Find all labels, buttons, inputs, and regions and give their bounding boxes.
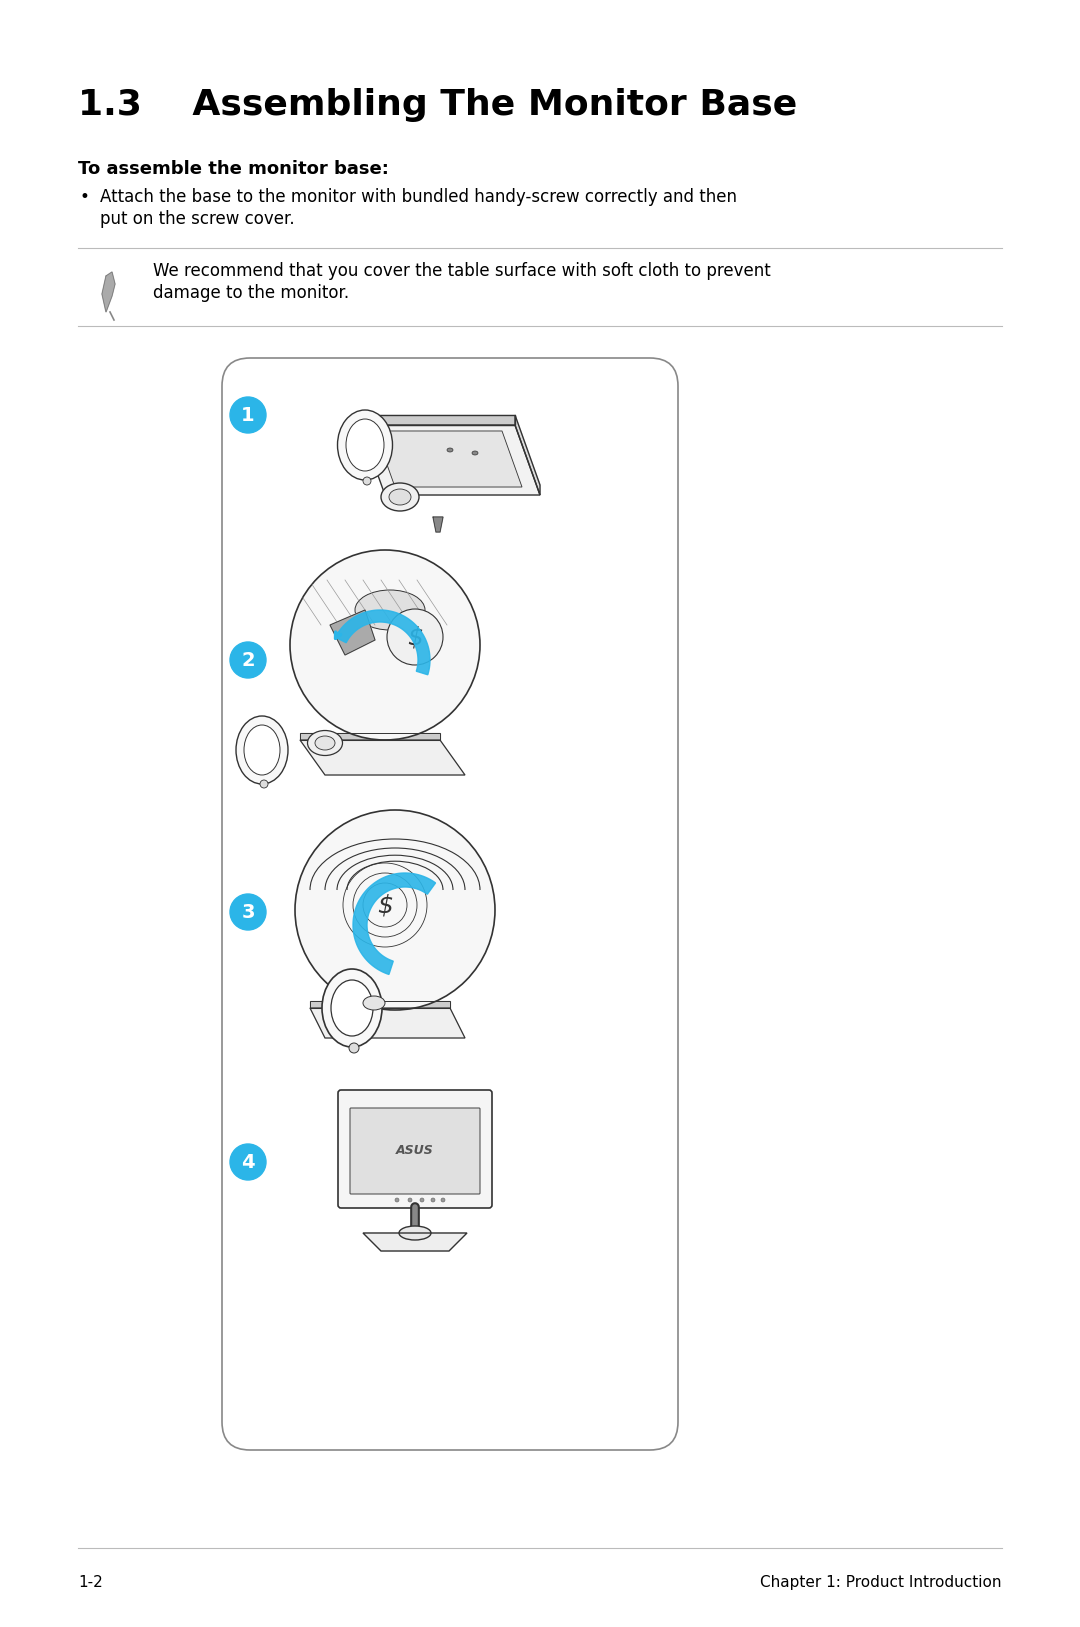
Text: 4: 4 xyxy=(241,1152,255,1171)
FancyBboxPatch shape xyxy=(350,1108,480,1194)
Circle shape xyxy=(420,1197,424,1202)
Ellipse shape xyxy=(244,726,280,774)
Polygon shape xyxy=(360,415,515,425)
Circle shape xyxy=(260,779,268,787)
Text: Chapter 1: Product Introduction: Chapter 1: Product Introduction xyxy=(760,1575,1002,1590)
Ellipse shape xyxy=(389,490,411,504)
Circle shape xyxy=(395,1197,399,1202)
Circle shape xyxy=(230,893,266,931)
Text: 1-2: 1-2 xyxy=(78,1575,103,1590)
Polygon shape xyxy=(515,415,540,495)
Text: ASUS: ASUS xyxy=(396,1144,434,1157)
Text: $: $ xyxy=(407,625,423,649)
Ellipse shape xyxy=(337,410,392,480)
Text: 1: 1 xyxy=(241,405,255,425)
Polygon shape xyxy=(375,431,522,486)
Ellipse shape xyxy=(381,483,419,511)
Circle shape xyxy=(230,397,266,433)
Polygon shape xyxy=(336,610,430,675)
Circle shape xyxy=(431,1197,435,1202)
Circle shape xyxy=(387,608,443,665)
Ellipse shape xyxy=(363,996,384,1010)
Circle shape xyxy=(291,550,480,740)
Ellipse shape xyxy=(355,591,426,630)
Ellipse shape xyxy=(322,970,382,1048)
Ellipse shape xyxy=(399,1227,431,1240)
Ellipse shape xyxy=(447,447,453,452)
Circle shape xyxy=(441,1197,445,1202)
Ellipse shape xyxy=(346,420,384,470)
Ellipse shape xyxy=(315,735,335,750)
Polygon shape xyxy=(353,1002,390,1035)
Polygon shape xyxy=(330,610,375,656)
Text: To assemble the monitor base:: To assemble the monitor base: xyxy=(78,159,389,177)
Circle shape xyxy=(230,643,266,678)
Circle shape xyxy=(349,1043,359,1053)
Ellipse shape xyxy=(330,979,373,1036)
Text: 1.3    Assembling The Monitor Base: 1.3 Assembling The Monitor Base xyxy=(78,88,797,122)
Text: damage to the monitor.: damage to the monitor. xyxy=(153,285,349,303)
Ellipse shape xyxy=(308,731,342,755)
Polygon shape xyxy=(433,517,443,532)
FancyBboxPatch shape xyxy=(222,358,678,1450)
Polygon shape xyxy=(360,425,540,495)
Circle shape xyxy=(408,1197,411,1202)
Polygon shape xyxy=(363,1233,467,1251)
Text: Attach the base to the monitor with bundled handy-screw correctly and then: Attach the base to the monitor with bund… xyxy=(100,189,737,207)
Text: 2: 2 xyxy=(241,651,255,669)
Text: put on the screw cover.: put on the screw cover. xyxy=(100,210,295,228)
Circle shape xyxy=(230,1144,266,1180)
Ellipse shape xyxy=(472,451,478,456)
Circle shape xyxy=(363,477,372,485)
Text: We recommend that you cover the table surface with soft cloth to prevent: We recommend that you cover the table su… xyxy=(153,262,771,280)
Text: $: $ xyxy=(377,893,393,918)
Polygon shape xyxy=(102,272,114,312)
Polygon shape xyxy=(353,874,435,975)
Text: •: • xyxy=(80,189,90,207)
Ellipse shape xyxy=(237,716,288,784)
Polygon shape xyxy=(310,1001,450,1009)
FancyBboxPatch shape xyxy=(338,1090,492,1207)
Text: 3: 3 xyxy=(241,903,255,921)
Polygon shape xyxy=(300,734,440,740)
Polygon shape xyxy=(310,1009,465,1038)
Circle shape xyxy=(295,810,495,1010)
Polygon shape xyxy=(355,735,390,760)
Polygon shape xyxy=(300,740,465,774)
